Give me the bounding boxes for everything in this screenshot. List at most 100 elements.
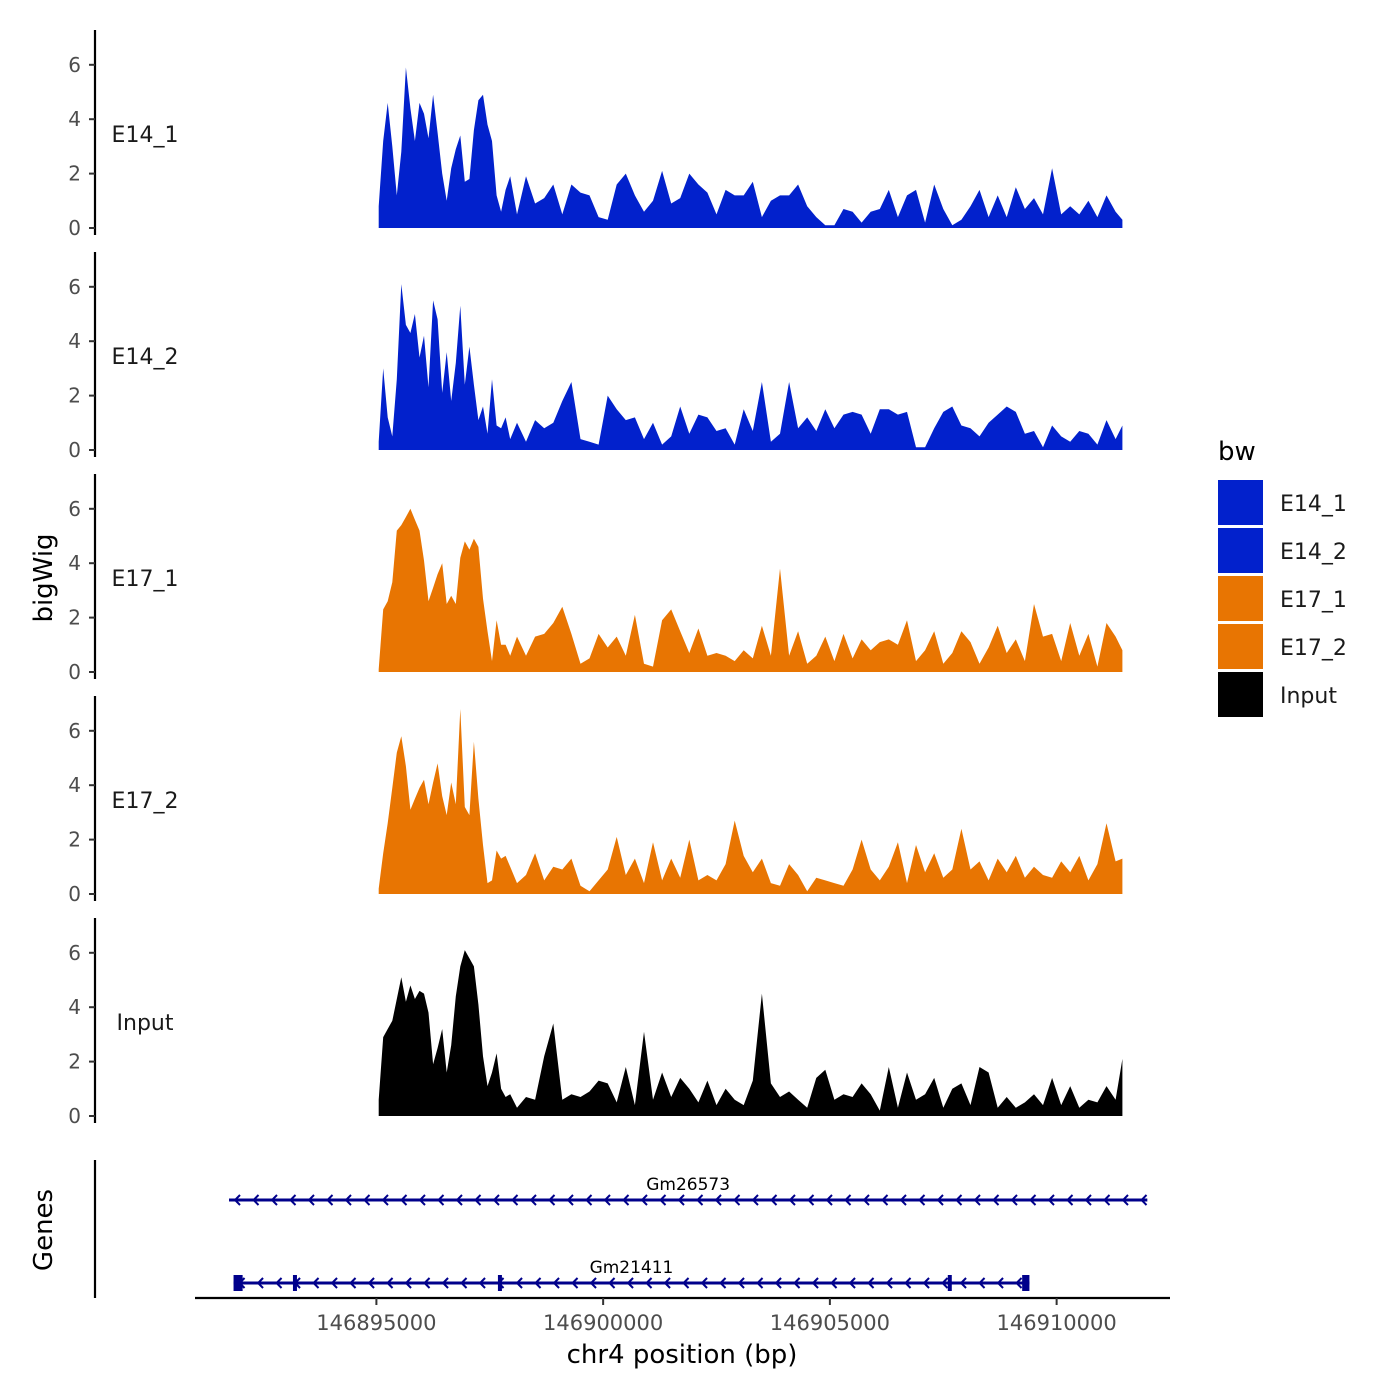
legend-entry-E14_1: E14_1 [1218,480,1347,525]
strand-arrow [511,1194,519,1206]
strand-arrow [737,1277,745,1289]
strand-arrow [441,1277,449,1289]
strand-arrow [1103,1194,1111,1206]
y-tick-label: 4 [68,107,81,131]
track-label: E14_2 [112,345,179,370]
gene-track: Gm26573 Gm21411 [93,1160,1148,1298]
strand-arrow [312,1277,320,1289]
y-tick-label: 6 [68,719,81,743]
y-tick-label: 2 [68,162,81,186]
y-tick-label: 6 [68,497,81,521]
strand-arrow [367,1277,375,1289]
y-axis-label: bigWig [29,533,59,622]
strand-arrow [344,1194,352,1206]
strand-arrow [659,1194,667,1206]
strand-arrow [996,1277,1004,1289]
strand-arrow [381,1194,389,1206]
strand-arrow [478,1277,486,1289]
y-tick-label: 2 [68,606,81,630]
strand-arrow [645,1277,653,1289]
strand-arrow [386,1277,394,1289]
strand-arrow [700,1277,708,1289]
strand-arrow [719,1277,727,1289]
gene-Gm26573: Gm26573 [229,1175,1148,1206]
strand-arrow [941,1277,949,1289]
y-tick-label: 0 [68,1104,81,1128]
y-tick-label: 0 [68,660,81,684]
strand-arrow [848,1277,856,1289]
strand-arrow [714,1194,722,1206]
strand-arrow [404,1277,412,1289]
strand-arrow [330,1277,338,1289]
signal-tracks: 0 2 4 6 E14_1 0 2 4 6 E14_2 0 2 4 6 E17_1 0 2 4 6 E17_2 0 2 4 6… [68,30,1123,1128]
legend-label: E17_1 [1280,588,1347,613]
strand-arrow [608,1277,616,1289]
strand-arrow [881,1194,889,1206]
gene-Gm21411: Gm21411 [233,1258,1030,1291]
strand-arrow [978,1277,986,1289]
strand-arrow [256,1277,264,1289]
strand-arrow [918,1194,926,1206]
track-E17_2: 0 2 4 6 E17_2 [68,696,1123,906]
strand-arrow [349,1277,357,1289]
strand-arrow [437,1194,445,1206]
strand-arrow [455,1194,463,1206]
strand-arrow [733,1194,741,1206]
legend-entry-E17_1: E17_1 [1218,576,1347,621]
track-label: E17_2 [112,789,179,814]
y-tick-label: 6 [68,941,81,965]
strand-arrow [922,1277,930,1289]
strand-arrow [807,1194,815,1206]
strand-arrow [571,1277,579,1289]
strand-arrow [1029,1194,1037,1206]
strand-arrow [603,1194,611,1206]
signal-area-Input [378,950,1123,1116]
track-label: Input [117,1011,174,1036]
strand-arrow [1015,1277,1023,1289]
strand-arrow [774,1277,782,1289]
strand-arrow [959,1277,967,1289]
strand-arrow [867,1277,875,1289]
y-tick-label: 0 [68,438,81,462]
track-label: E14_1 [112,123,179,148]
strand-arrow [811,1277,819,1289]
signal-area-E17_2 [378,709,1123,894]
signal-area-E14_2 [378,284,1123,450]
legend-entry-E14_2: E14_2 [1218,528,1347,573]
strand-arrow [326,1194,334,1206]
strand-arrow [233,1194,241,1206]
strand-arrow [973,1194,981,1206]
y-tick-label: 4 [68,773,81,797]
strand-arrow [992,1194,1000,1206]
strand-arrow [566,1194,574,1206]
y-tick-label: 0 [68,216,81,240]
legend-entry-Input: Input [1218,672,1337,717]
x-tick-label: 146900000 [543,1311,663,1335]
strand-arrow [899,1194,907,1206]
strand-arrow [529,1194,537,1206]
strand-arrow [756,1277,764,1289]
strand-arrow [515,1277,523,1289]
strand-arrow [1010,1194,1018,1206]
y-tick-label: 4 [68,551,81,575]
strand-arrow [548,1194,556,1206]
strand-arrow [552,1277,560,1289]
strand-arrow [1140,1194,1148,1206]
strand-arrow [682,1277,690,1289]
strand-arrow [936,1194,944,1206]
legend-swatch [1218,528,1263,573]
genes-axis-label: Genes [29,1189,59,1271]
y-tick-label: 2 [68,384,81,408]
strand-arrow [589,1277,597,1289]
y-tick-label: 6 [68,275,81,299]
legend-swatch [1218,576,1263,621]
gene-label: Gm26573 [646,1175,730,1195]
y-tick-label: 4 [68,329,81,353]
x-tick-label: 146905000 [770,1311,890,1335]
legend-label: E14_2 [1280,540,1347,565]
strand-arrow [534,1277,542,1289]
strand-arrow [363,1194,371,1206]
strand-arrow [1084,1194,1092,1206]
strand-arrow [270,1194,278,1206]
